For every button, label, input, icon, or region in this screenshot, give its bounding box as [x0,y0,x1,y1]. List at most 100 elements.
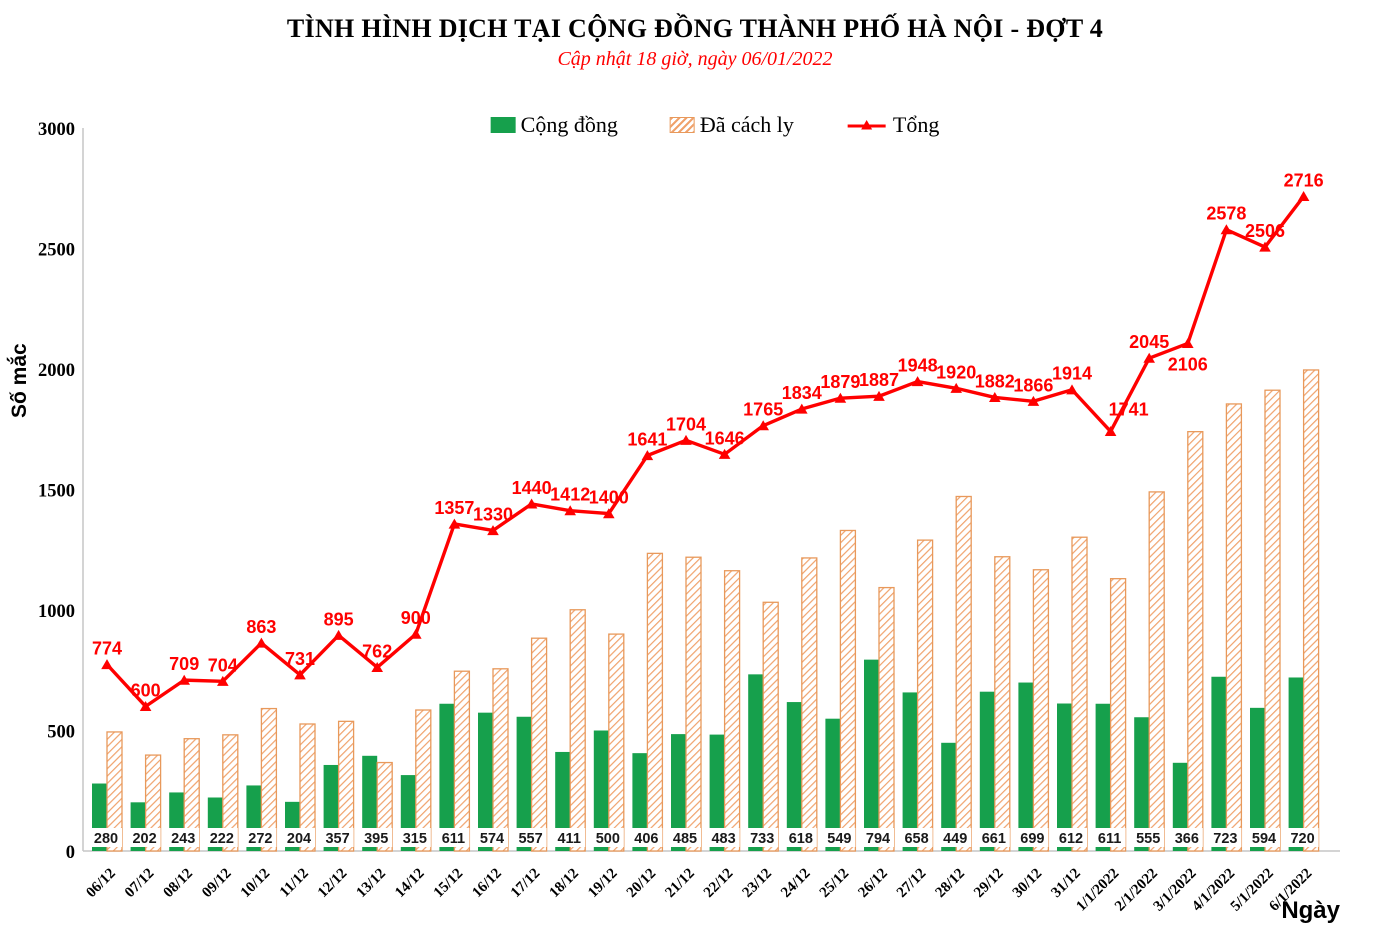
bar-value-label-box [1132,828,1165,847]
bar-da-cach-ly [608,633,625,852]
bar-da-cach-ly [1148,491,1165,852]
legend-item-cong-dong: Cộng đồng [490,112,618,138]
bar-value-label-box [437,828,470,847]
bar-value-label-box [746,828,779,847]
x-tick-label: 21/12 [662,866,697,901]
total-marker-triangle-icon [1297,191,1310,202]
x-tick-label: 11/12 [277,866,312,901]
total-line [105,194,1306,709]
total-marker-triangle-icon [139,701,152,711]
bar-cong-dong [786,702,802,851]
x-tick-label: 31/12 [1048,866,1083,901]
x-tick-label: 14/12 [392,866,427,901]
bar-value-label-box [977,828,1010,847]
bar-value-label-box [283,828,315,847]
total-marker-triangle-icon [294,669,306,680]
bar-da-cach-ly [916,539,934,852]
y-tick-label: 1000 [38,602,75,622]
bar-cong-dong [748,674,764,851]
total-marker-triangle-icon [757,420,769,431]
bar-value-label: 411 [557,831,580,847]
total-value-label: 2578 [1206,204,1246,224]
bar-value-label-box [553,828,586,847]
bar-da-cach-ly [1187,431,1204,852]
legend-label-cong-dong: Cộng đồng [520,112,618,137]
total-marker-triangle-icon [448,518,461,529]
total-value-label: 709 [169,654,199,674]
bar-da-cach-ly [839,529,857,852]
total-marker-triangle-icon [950,382,962,393]
x-tick-label: 15/12 [431,866,466,901]
bar-value-label: 555 [1136,831,1160,847]
x-tick-label: 06/12 [83,866,118,901]
x-tick-label: 13/12 [354,866,389,901]
bar-value-label-box [939,828,972,847]
legend-item-tong: Tổng [846,112,939,138]
bar-value-label: 280 [94,831,118,847]
y-tick-label: 2000 [38,361,75,381]
bar-da-cach-ly [801,557,818,852]
green-bar-swatch-icon [490,117,516,133]
bar-da-cach-ly [530,637,548,852]
total-marker-triangle-icon [680,434,692,445]
total-marker-triangle-icon [101,659,113,670]
y-tick-label: 0 [66,843,75,863]
total-value-label: 1704 [666,414,706,434]
bar-da-cach-ly [144,754,162,852]
bar-cong-dong [902,692,918,851]
bar-da-cach-ly [955,495,972,852]
bar-cong-dong [516,716,532,851]
bar-value-label: 720 [1290,831,1314,847]
bar-value-label: 449 [943,831,967,847]
total-value-label: 863 [246,617,276,637]
bar-value-label: 357 [325,831,349,847]
bar-value-label: 612 [1059,831,1083,847]
bar-cong-dong [593,730,609,851]
bar-value-label-box [244,828,277,847]
total-value-label: 1866 [1013,375,1053,395]
bar-cong-dong [671,734,686,851]
x-tick-label: 20/12 [624,866,659,901]
bar-value-label: 794 [866,831,890,847]
bar-da-cach-ly [106,731,123,852]
bar-value-label: 723 [1213,831,1237,847]
bar-da-cach-ly [878,586,895,852]
bar-value-label: 222 [210,831,234,847]
bar-value-label-box [398,828,431,847]
x-tick-label: 10/12 [238,866,273,901]
bar-value-label: 315 [403,831,427,847]
total-value-label: 900 [401,608,431,628]
bar-value-label: 500 [596,831,620,847]
total-marker-triangle-icon [217,675,229,686]
bar-value-label-box [707,828,740,847]
bar-value-label: 658 [904,831,928,847]
bar-cong-dong [1018,682,1034,851]
total-value-label: 1948 [898,356,938,376]
bar-cong-dong [1211,676,1227,851]
bar-value-label-box [321,828,354,847]
bar-value-label: 272 [248,831,272,847]
total-marker-triangle-icon [1220,224,1233,235]
bar-value-label-box [514,828,547,847]
x-tick-label: 26/12 [855,866,890,901]
bar-da-cach-ly [1225,403,1243,852]
bar-value-label: 204 [287,831,311,847]
y-tick-label: 3000 [38,120,75,140]
total-value-label: 1879 [820,372,860,392]
bar-da-cach-ly [337,720,355,852]
bar-value-label: 483 [711,831,735,847]
bar-da-cach-ly [492,668,509,852]
total-value-label: 1440 [512,478,552,498]
bar-cong-dong [555,751,571,851]
bar-da-cach-ly [569,609,586,852]
total-marker-triangle-icon [332,629,345,640]
bar-da-cach-ly [1032,569,1050,852]
bar-value-label: 574 [480,831,504,847]
total-marker-triangle-icon [410,628,422,639]
x-tick-label: 30/12 [1010,866,1045,901]
total-value-label: 1412 [550,485,590,505]
bar-cong-dong [1057,703,1072,851]
bar-value-label-box [862,828,894,847]
bar-da-cach-ly [299,723,316,852]
